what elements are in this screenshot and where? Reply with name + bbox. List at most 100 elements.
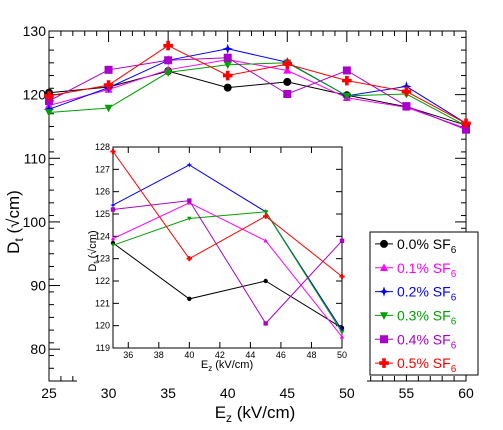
legend-label-sub: 6	[451, 316, 457, 327]
legend-label: 0.1% SF6	[397, 260, 457, 280]
legend-entry: 0.4% SF6	[375, 331, 457, 351]
inset-series-line	[112, 164, 343, 331]
series-line	[48, 62, 467, 127]
inset-series-line	[112, 151, 343, 277]
inset-data-point	[339, 273, 345, 280]
legend-marker	[379, 358, 389, 368]
inset-y-tick-label: 121	[95, 298, 110, 308]
inset-data-point	[110, 207, 116, 212]
y-tick-label: 100	[23, 214, 47, 230]
main-plot: 25 30 35 40 45 50 55 60 80 90 100 110 120 130 Ez (kV/c…	[4, 23, 474, 425]
data-point	[164, 69, 173, 77]
x-tick-label: 35	[160, 385, 176, 401]
inset-data-point	[263, 278, 268, 284]
y-axis-title: Dt (√cm)	[4, 190, 26, 254]
x-axis-title-rest: (kV/cm)	[232, 403, 295, 422]
inset-series-5	[110, 148, 345, 280]
inset-data-point	[187, 216, 192, 221]
data-point	[342, 66, 351, 75]
data-point	[462, 125, 470, 134]
inset-y-tick-label: 125	[95, 209, 110, 219]
data-point	[402, 102, 411, 111]
legend-entry: 0.2% SF6	[375, 284, 457, 304]
data-point	[223, 53, 232, 62]
inset-y-tick-label: 120	[95, 321, 110, 331]
series-line	[48, 57, 467, 131]
x-tick-label: 25	[41, 385, 57, 401]
y-tick-label: 90	[30, 278, 46, 294]
legend-entry: 0.0% SF6	[375, 236, 457, 256]
inset-background	[77, 137, 367, 382]
legend-label-sub: 6	[451, 293, 457, 304]
data-point	[163, 40, 173, 51]
x-tick-label: 60	[458, 385, 474, 401]
x-axis-title: Ez (kV/cm)	[215, 403, 296, 425]
data-point	[45, 97, 53, 105]
legend-label: 0.4% SF6	[397, 331, 457, 351]
inset-data-point	[263, 213, 269, 219]
inset-y-tick-label: 127	[95, 164, 110, 174]
inset-y-axis-title-rest: (√cm)	[87, 230, 99, 261]
data-point	[223, 83, 232, 92]
inset-plot: 36 38 40 42 44 46 48 50 119 120 121 122 123 124 125 126…	[87, 142, 347, 373]
inset-series-1	[110, 200, 345, 339]
inset-data-point	[339, 327, 345, 333]
data-point	[222, 70, 233, 81]
inset-x-tick-label: 36	[123, 350, 133, 360]
y-tick-label: 80	[30, 341, 46, 357]
legend-label-sub: 6	[451, 364, 457, 375]
series-line	[48, 45, 467, 124]
inset-data-point	[110, 243, 116, 248]
inset-data-point	[263, 210, 268, 215]
legend-label-main: 0.1% SF	[397, 260, 451, 276]
legend-marker	[380, 335, 388, 344]
inset-series-3	[110, 210, 345, 335]
inset-series-line	[112, 202, 343, 338]
y-tick-label: 130	[23, 23, 47, 39]
inset-x-axis-title: Ez (kV/cm)	[201, 359, 253, 373]
inset-y-tick-label: 122	[95, 276, 110, 286]
legend-marker	[380, 239, 388, 248]
data-point	[283, 90, 292, 98]
inset-x-tick-label: 46	[276, 350, 286, 360]
inset-data-point	[339, 330, 345, 335]
x-tick-label: 45	[279, 385, 295, 401]
legend-label-sub: 6	[451, 245, 457, 256]
legend-label-sub: 6	[451, 269, 457, 280]
legend-marker	[380, 263, 388, 271]
data-point	[223, 61, 232, 70]
data-point	[104, 104, 113, 113]
x-tick-label: 40	[220, 385, 236, 401]
inset-x-axis-title-sub: z	[208, 364, 212, 373]
data-point	[283, 77, 292, 86]
series-5	[44, 40, 471, 129]
inset-x-tick-label: 44	[245, 350, 255, 360]
inset-y-tick-label: 119	[96, 343, 110, 353]
y-axis-title-sub: t	[12, 238, 26, 242]
legend-label-sub: 6	[451, 340, 457, 351]
inset-x-tick-label: 48	[306, 350, 316, 360]
x-tick-label: 30	[101, 385, 117, 401]
legend-marker	[380, 312, 388, 320]
legend-label-main: 0.3% SF	[397, 307, 451, 323]
inset-x-tick-label: 40	[184, 350, 194, 360]
inset-y-tick-label: 124	[95, 231, 110, 241]
inset-y-axis-title: Dt (√cm)	[87, 230, 101, 271]
data-point	[401, 81, 412, 92]
inset-series-line	[112, 242, 343, 329]
inset-data-point	[339, 334, 345, 339]
inset-data-point	[187, 296, 192, 302]
x-axis-title-main: E	[215, 403, 226, 422]
inset-y-tick-label: 128	[95, 142, 110, 152]
x-tick-label: 50	[339, 385, 355, 401]
data-point	[401, 86, 412, 97]
legend-label-main: 0.4% SF	[397, 331, 451, 347]
data-point	[342, 75, 352, 86]
legend-entry: 0.3% SF6	[375, 307, 457, 327]
inset-x-tick-label: 38	[154, 350, 164, 360]
inset-data-point	[263, 238, 268, 243]
data-point	[461, 118, 471, 129]
